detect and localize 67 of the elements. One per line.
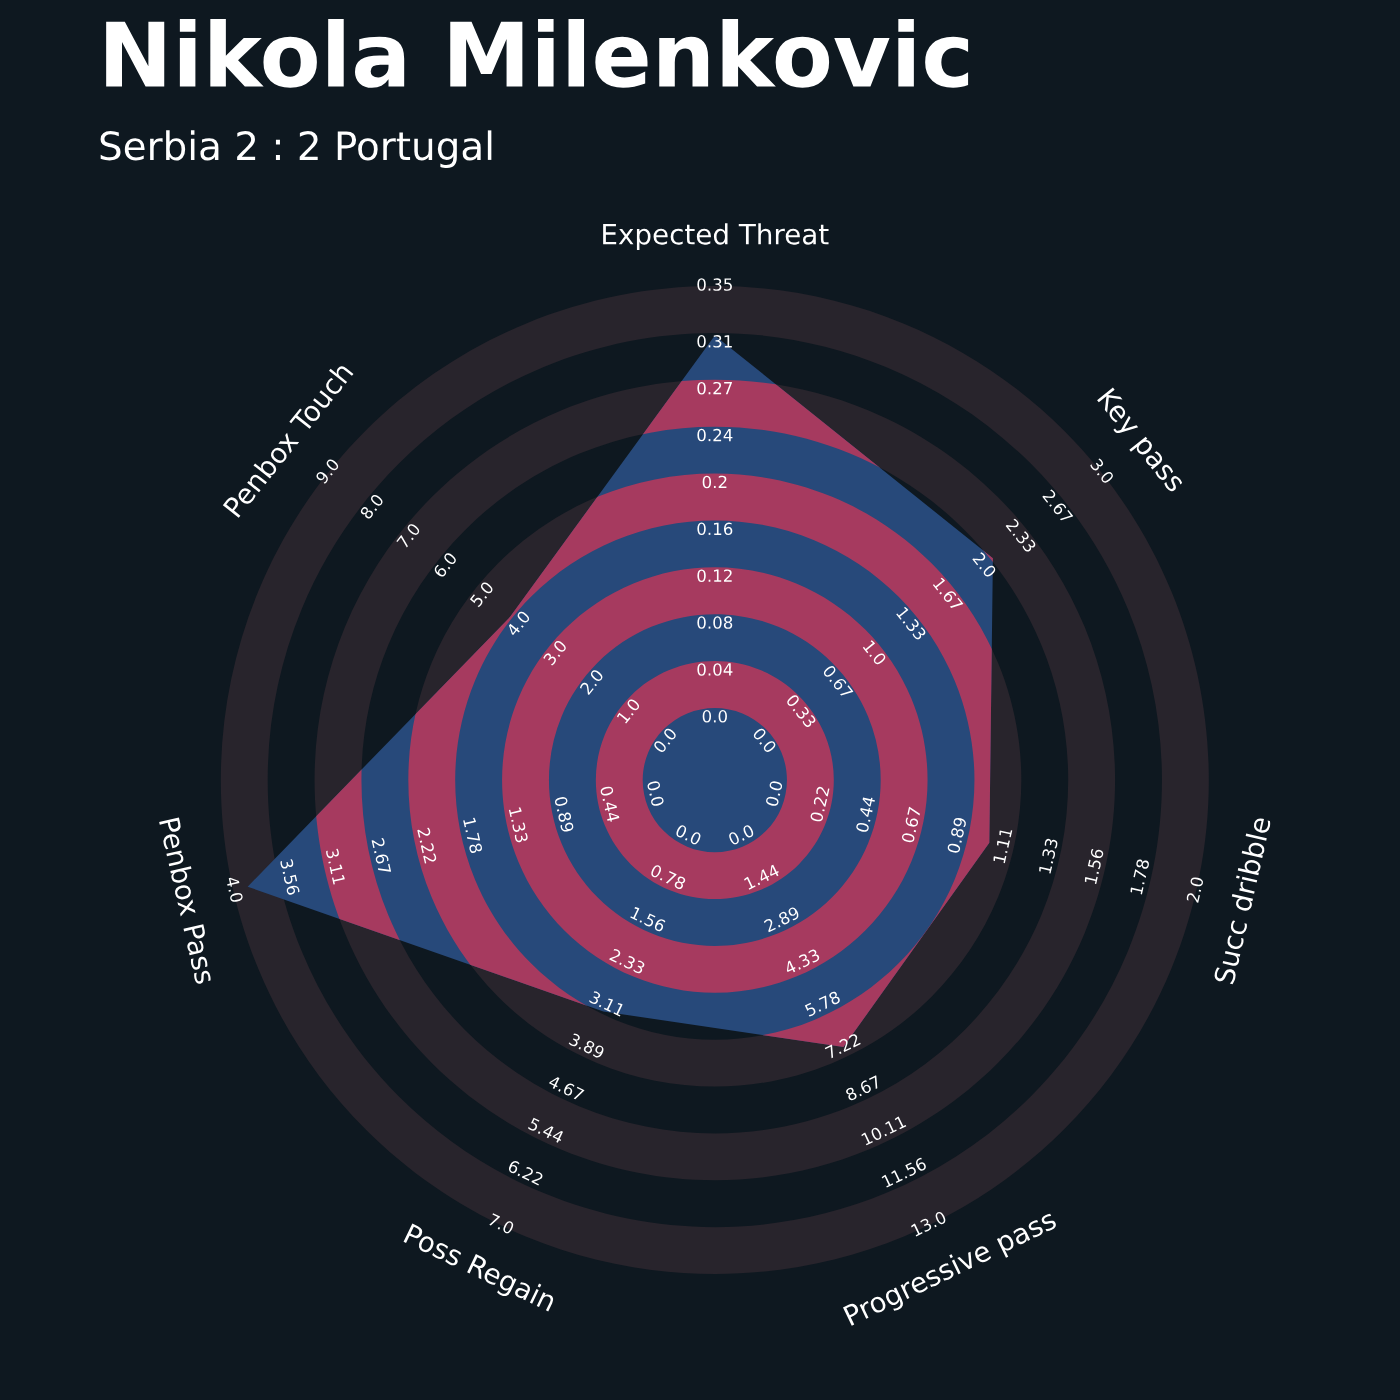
text: 6.22 [507,1159,544,1186]
text: 3.11 [325,848,346,885]
text: 0.44 [855,795,876,833]
text: 0.31 [697,335,732,348]
text: 2.0 [579,668,605,696]
text: 5.44 [527,1117,565,1144]
text: 0.78 [649,863,687,891]
text: 0.0 [646,780,665,807]
text: 2.89 [763,906,801,933]
text: 4.33 [783,948,821,975]
text: 7.22 [824,1032,861,1059]
chart-title: Nikola Milenkovic [106,18,969,88]
spoke-label: Expected Threat [603,223,829,251]
text: 8.0 [359,493,385,520]
text: 0.08 [697,616,733,629]
text: 1.0 [862,639,888,667]
text: 0.44 [599,785,620,823]
text: 3.56 [279,858,301,896]
text: 13.0 [910,1210,947,1237]
text: 0.0 [765,780,783,807]
text: 0.22 [809,786,830,823]
text: 3.89 [568,1032,606,1060]
text: 8.67 [844,1075,882,1102]
text: 0.2 [702,475,727,489]
text: 2.0 [972,551,998,579]
text: 7.0 [487,1212,515,1235]
text: 0.67 [901,806,922,844]
text: 1.0 [616,697,641,724]
text: 2.33 [609,948,646,975]
spoke-label: Penbox Pass [158,817,217,985]
text: 4.0 [505,609,531,638]
text: 5.78 [804,990,841,1017]
text: 0.0 [702,710,727,723]
text: 5.0 [469,580,495,608]
text: 0.12 [697,569,732,582]
text: 1.44 [743,863,781,890]
text: 0.0 [652,726,678,754]
text: 0.0 [727,823,755,846]
text: 0.04 [697,663,733,676]
text: 1.56 [1084,848,1105,885]
text: 1.33 [508,807,529,844]
text: 3.0 [542,639,568,666]
text: 7.0 [396,522,421,549]
text: 0.24 [697,428,733,442]
text: 9.0 [314,457,340,485]
text: 1.33 [1038,837,1059,874]
text: 0.0 [752,726,778,754]
text: 0.89 [554,795,575,833]
text: 1.56 [629,906,667,933]
text: 4.67 [547,1074,585,1102]
chart-subtitle: Serbia 2 : 2 Portugal [100,130,492,168]
text: 3.11 [588,990,626,1017]
text: 0.0 [674,823,703,846]
text: 6.0 [432,551,458,579]
text: 4.0 [225,876,244,903]
text: 1.78 [1129,858,1150,895]
spoke-label: Succ dribble [1212,815,1272,985]
text: 0.27 [697,381,732,395]
text: 2.0 [1186,876,1204,903]
text: 2.67 [371,837,392,875]
text: 1.11 [992,827,1013,864]
text: 1.78 [462,817,483,854]
text: 0.35 [697,278,732,291]
text: 0.89 [946,816,967,854]
text: 0.16 [697,522,733,536]
text: 3.0 [1089,457,1115,485]
text: 2.22 [417,827,437,864]
